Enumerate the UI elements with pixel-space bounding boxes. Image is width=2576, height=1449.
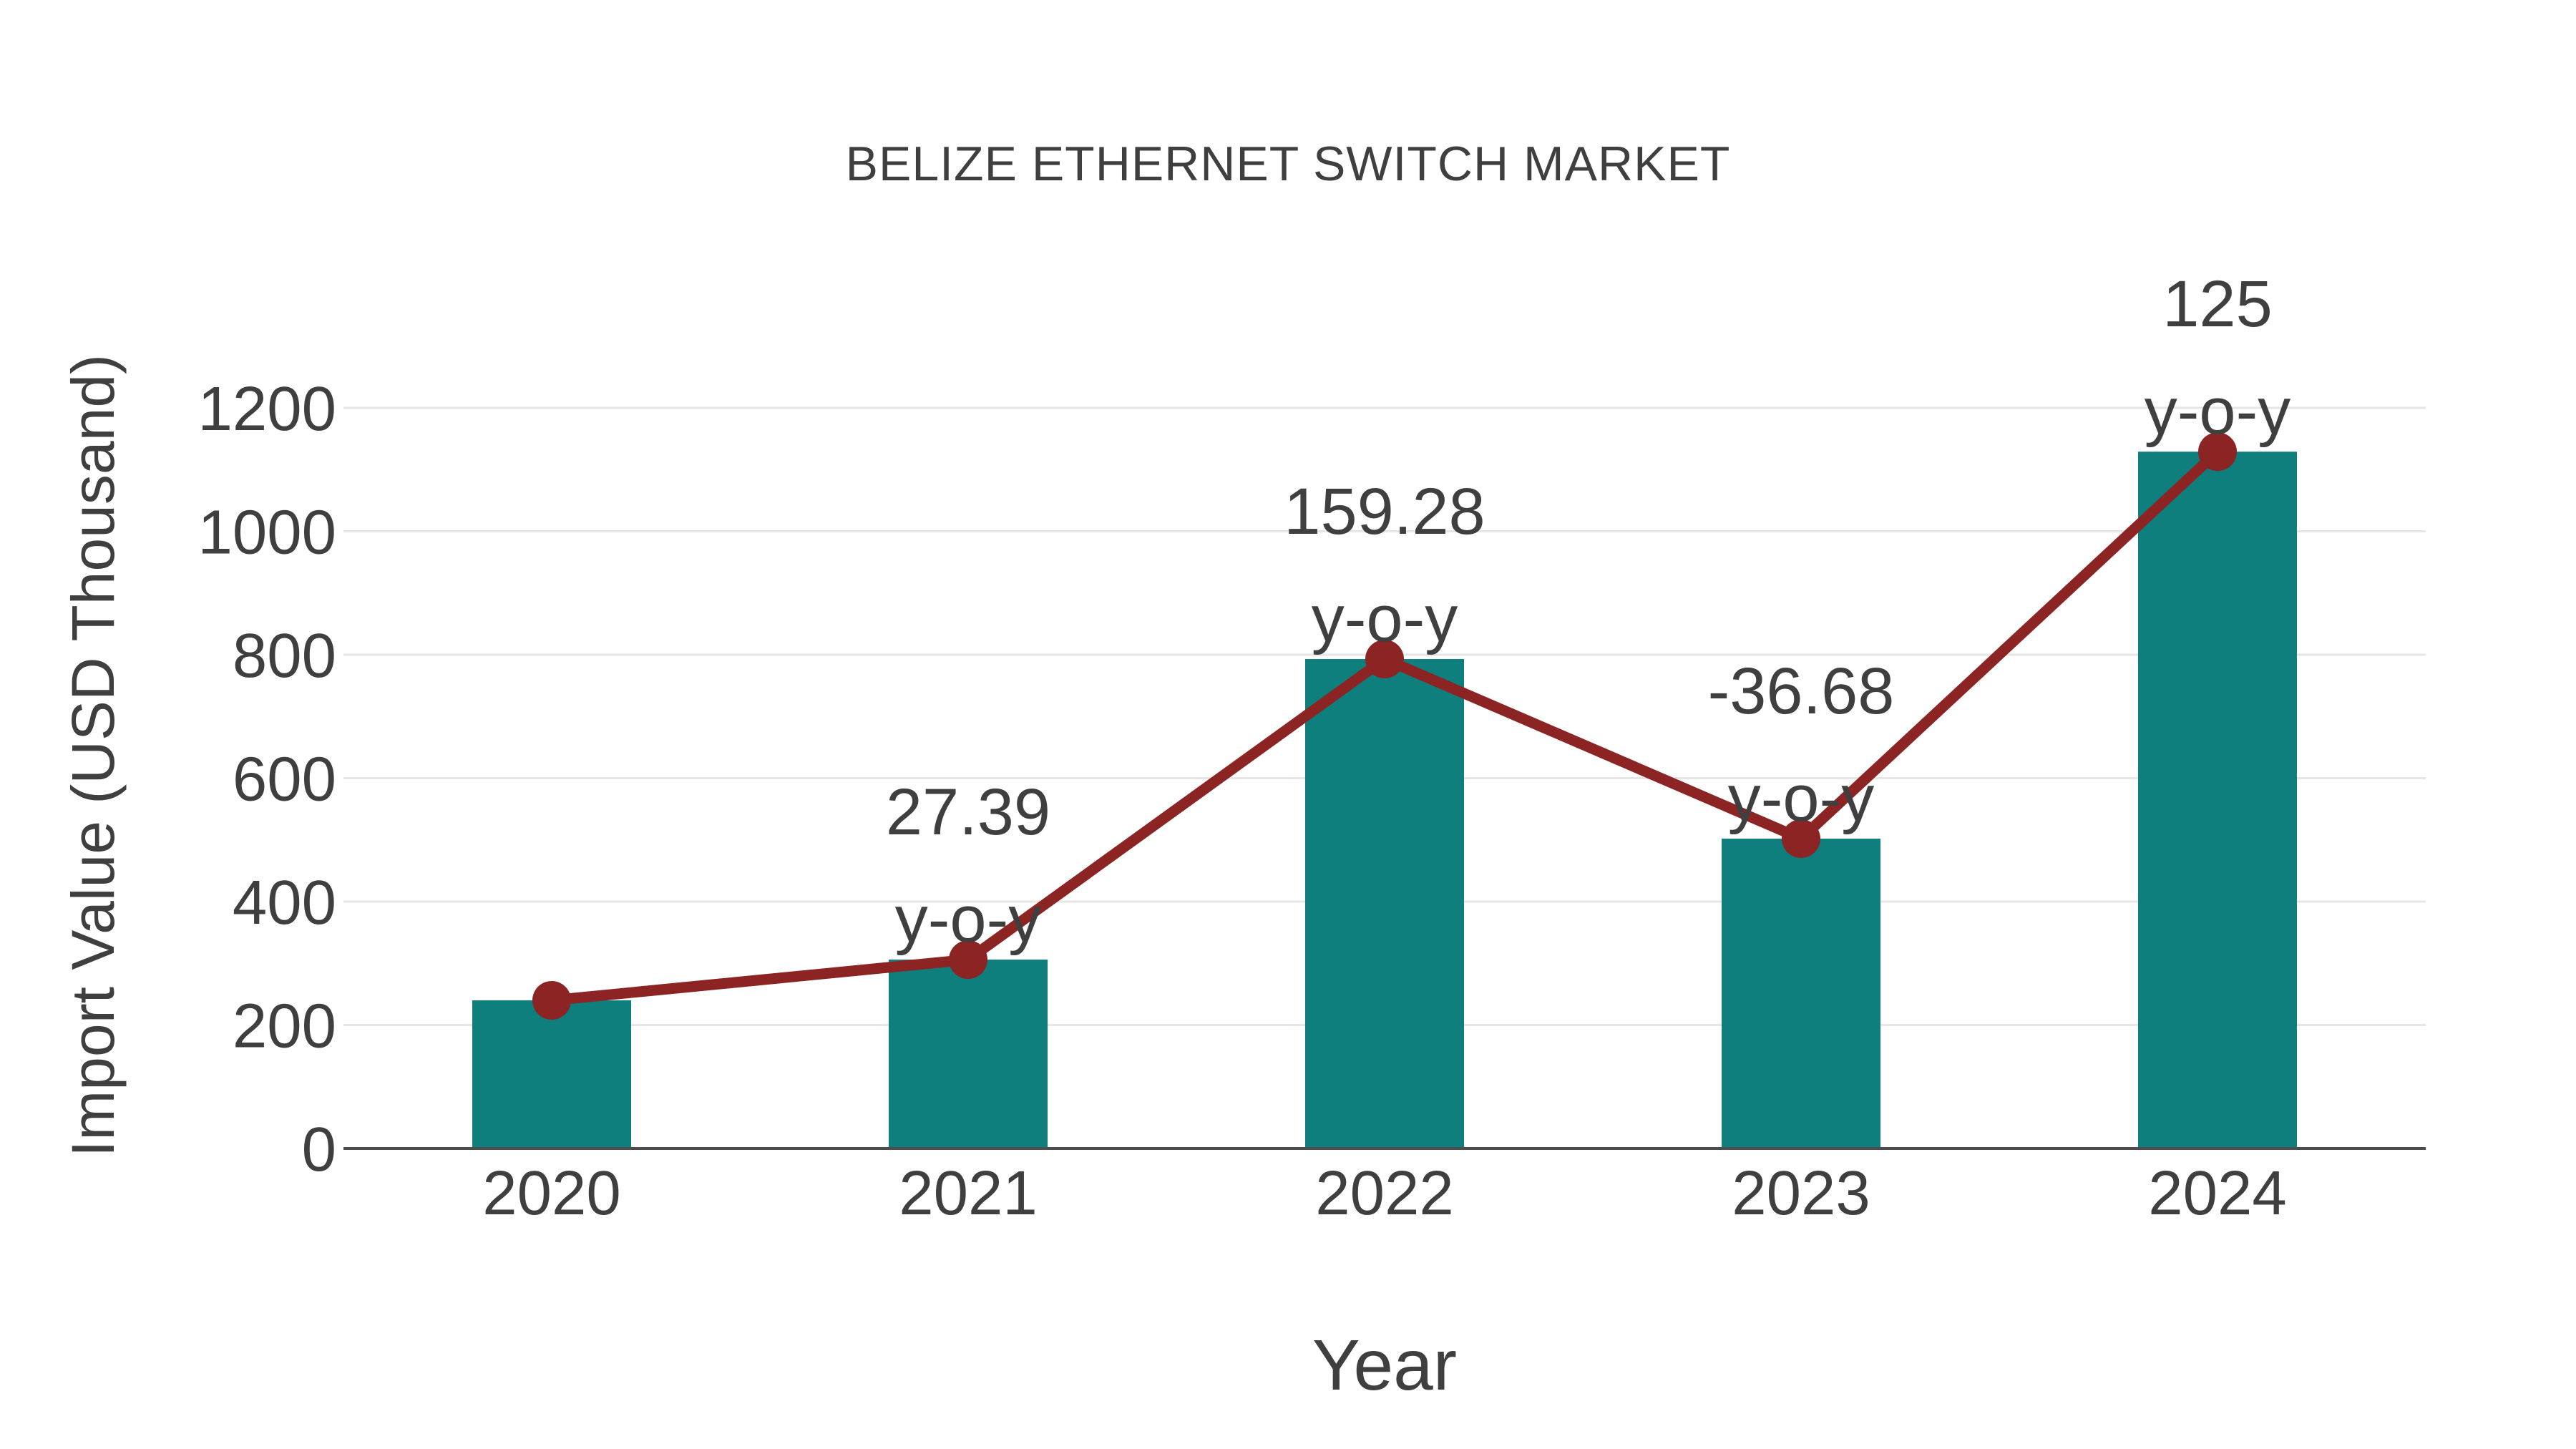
annotation-value-2022: 159.28 bbox=[1284, 475, 1485, 548]
bar-2022 bbox=[1305, 659, 1464, 1148]
y-tick-label-1000: 1000 bbox=[197, 498, 336, 567]
x-tick-label-2024: 2024 bbox=[2148, 1158, 2287, 1228]
x-tick-label-2020: 2020 bbox=[482, 1158, 621, 1228]
trend-marker-2023 bbox=[1782, 819, 1820, 859]
annotation-suffix-2024: y-o-y bbox=[2145, 375, 2290, 448]
x-axis-label: Year bbox=[1312, 1325, 1458, 1405]
chart-title: BELIZE ETHERNET SWITCH MARKET bbox=[845, 137, 1731, 191]
bar-2021 bbox=[889, 960, 1048, 1148]
annotation-value-2024: 125 bbox=[2162, 268, 2273, 341]
bar-2024 bbox=[2138, 452, 2297, 1148]
y-tick-label-600: 600 bbox=[233, 745, 336, 814]
x-tick-label-2022: 2022 bbox=[1315, 1158, 1454, 1228]
annotation-value-2023: -36.68 bbox=[1708, 655, 1895, 728]
trend-marker-2020 bbox=[532, 981, 571, 1020]
bar-2020 bbox=[472, 1000, 631, 1148]
annotation-suffix-2023: y-o-y bbox=[1728, 762, 1874, 835]
x-tick-label-2023: 2023 bbox=[1732, 1158, 1870, 1228]
annotation-suffix-2022: y-o-y bbox=[1312, 582, 1458, 655]
annotation-value-2021: 27.39 bbox=[886, 776, 1050, 849]
x-tick-label-2021: 2021 bbox=[899, 1158, 1038, 1228]
y-tick-label-200: 200 bbox=[233, 992, 336, 1061]
annotation-suffix-2021: y-o-y bbox=[895, 883, 1041, 956]
trend-marker-2024 bbox=[2198, 432, 2237, 472]
trend-marker-2022 bbox=[1365, 640, 1404, 679]
y-tick-label-1200: 1200 bbox=[197, 374, 336, 444]
y-tick-label-400: 400 bbox=[233, 868, 336, 937]
bar-2023 bbox=[1722, 839, 1880, 1148]
y-tick-label-800: 800 bbox=[233, 621, 336, 691]
y-tick-label-0: 0 bbox=[302, 1115, 336, 1184]
trend-marker-2021 bbox=[949, 940, 987, 980]
